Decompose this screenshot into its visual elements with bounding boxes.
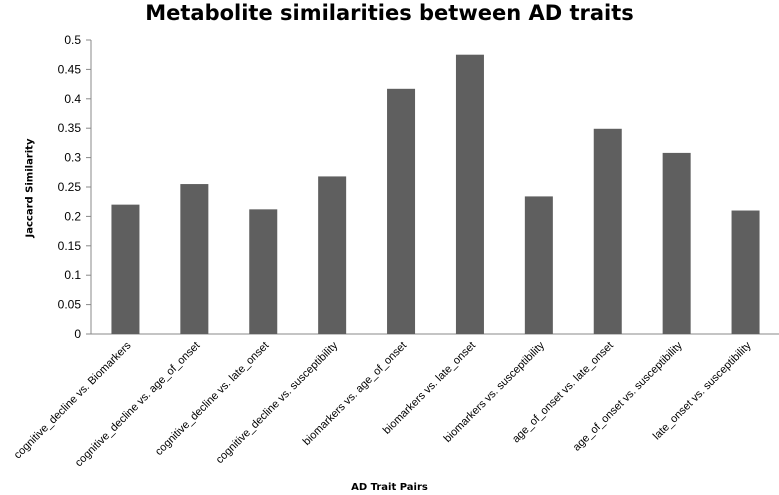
x-axis-label: AD Trait Pairs xyxy=(351,482,428,493)
y-tick-label: 0.45 xyxy=(58,62,82,76)
bar-4 xyxy=(318,176,347,334)
y-tick-label: 0.2 xyxy=(64,209,81,223)
bar-3 xyxy=(249,209,278,334)
y-tick-label: 0.5 xyxy=(64,33,81,47)
bar-1 xyxy=(111,204,140,334)
y-tick-label: 0.1 xyxy=(64,268,81,282)
y-tick-label: 0.3 xyxy=(64,151,81,165)
bar-9 xyxy=(662,152,691,334)
bar-10 xyxy=(731,210,760,334)
chart-title: Metabolite similarities between AD trait… xyxy=(145,1,634,25)
bar-7 xyxy=(524,196,553,334)
x-tick-label: cognitive_decline vs. late_onset xyxy=(153,340,271,458)
y-tick-label: 0.4 xyxy=(64,92,81,106)
y-tick-label: 0.25 xyxy=(58,180,82,194)
bar-5 xyxy=(387,88,416,334)
y-tick-label: 0.35 xyxy=(58,121,82,135)
y-tick-label: 0.05 xyxy=(58,298,82,312)
bar-2 xyxy=(180,184,209,334)
bar-6 xyxy=(455,54,484,334)
x-tick-label: cognitive_decline vs. Biomarkers xyxy=(12,339,134,461)
x-tick-label: age_of_onset vs. susceptibility xyxy=(571,339,685,453)
y-tick-label: 0.15 xyxy=(58,239,82,253)
x-tick-label: cognitive_decline vs. age_of_onset xyxy=(73,340,203,470)
x-tick-label: cognitive_decline vs. susceptibility xyxy=(214,339,341,466)
y-tick-label: 0 xyxy=(74,327,81,341)
bar-8 xyxy=(593,128,622,334)
